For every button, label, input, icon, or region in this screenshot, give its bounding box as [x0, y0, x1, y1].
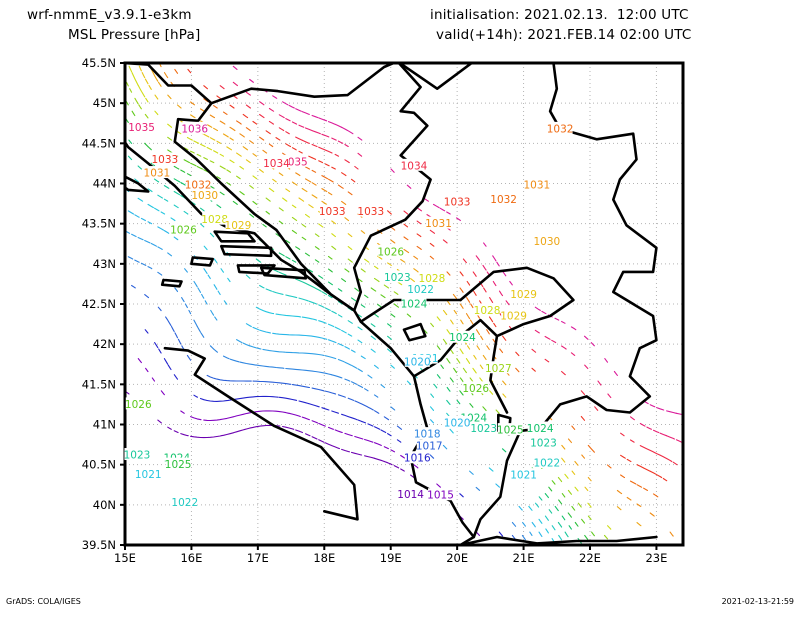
- contour-value-label: 1034: [263, 158, 290, 170]
- contour-value-label: 1034: [401, 160, 428, 172]
- x-tick-label: 18E: [313, 551, 335, 565]
- y-axis-ticks: 45.5N 45N 44.5N 44N 43.5N 43N 42.5N 42N 41.5N 41N…: [82, 56, 125, 552]
- contour-value-label: 1026: [125, 399, 152, 411]
- contour-value-label: 1029: [510, 289, 537, 301]
- contour-value-label: 1036: [181, 123, 208, 135]
- contour-value-label: 1033: [357, 206, 384, 218]
- contour-labels: 1035 103610331031103510341032103010281029…: [124, 120, 574, 509]
- contour-value-label: 1023: [124, 450, 151, 462]
- contour-value-label: 1026: [170, 225, 197, 237]
- y-tick-label: 44N: [93, 177, 116, 191]
- contour-value-label: 1028: [201, 214, 228, 226]
- x-tick-label: 15E: [114, 551, 136, 565]
- y-tick-label: 41.5N: [82, 377, 116, 391]
- contour-value-label: 1029: [500, 311, 527, 323]
- grid-lines: [125, 63, 683, 545]
- contour-value-label: 1027: [485, 363, 512, 375]
- contour-value-label: 1020: [404, 356, 431, 368]
- contour-value-label: 1023: [470, 423, 497, 435]
- y-tick-label: 43.5N: [82, 217, 116, 231]
- contour-value-label: 1032: [547, 123, 574, 135]
- contour-value-label: 1024: [527, 423, 554, 435]
- contour-value-label: 1024: [401, 299, 428, 311]
- contour-value-label: 1023: [384, 272, 411, 284]
- contour-value-label: 1032: [490, 194, 517, 206]
- x-tick-label: 16E: [180, 551, 202, 565]
- contour-value-label: 1022: [533, 458, 560, 470]
- y-tick-label: 43N: [93, 257, 116, 271]
- y-tick-label: 42N: [93, 337, 116, 351]
- y-tick-label: 40.5N: [82, 458, 116, 472]
- contour-value-label: 1021: [510, 470, 537, 482]
- contour-value-label: 1031: [144, 168, 171, 180]
- contour-value-label: 1029: [225, 220, 252, 232]
- contour-value-label: 1021: [135, 469, 162, 481]
- contour-value-label: 1028: [419, 273, 446, 285]
- x-tick-label: 23E: [645, 551, 667, 565]
- contour-value-label: 1024: [449, 332, 476, 344]
- contour-value-label: 1033: [444, 196, 471, 208]
- initialisation-time-label: initialisation: 2021.02.13. 12:00 UTC: [430, 7, 689, 23]
- contour-value-label: 1035: [128, 122, 155, 134]
- valid-time-label: valid(+14h): 2021.FEB.14 02:00 UTC: [436, 27, 692, 43]
- contour-value-label: 1026: [462, 383, 489, 395]
- contour-value-label: 1022: [171, 497, 198, 509]
- x-axis-ticks: 15E 16E 17E 18E 19E 20E 21E 22E 23E: [114, 545, 667, 565]
- contour-value-label: 1031: [425, 218, 452, 230]
- contour-value-label: 1030: [191, 190, 218, 202]
- contour-value-label: 1031: [523, 180, 550, 192]
- x-tick-label: 22E: [579, 551, 601, 565]
- y-tick-label: 44.5N: [82, 136, 116, 150]
- grads-credit-label: GrADS: COLA/IGES: [6, 597, 81, 606]
- y-tick-label: 45.5N: [82, 56, 116, 70]
- x-tick-label: 17E: [247, 551, 269, 565]
- y-tick-label: 42.5N: [82, 297, 116, 311]
- y-tick-label: 41N: [93, 418, 116, 432]
- contour-value-label: 1014: [397, 489, 424, 501]
- contour-value-label: 1017: [416, 441, 443, 453]
- contour-value-label: 1033: [151, 154, 178, 166]
- model-name-label: wrf-nmmE_v3.9.1-e3km: [27, 7, 192, 23]
- x-tick-label: 19E: [380, 551, 402, 565]
- contour-value-label: 1016: [404, 453, 431, 465]
- contour-value-label: 1025: [497, 425, 524, 437]
- contour-value-label: 1015: [427, 490, 454, 502]
- contour-value-label: 1025: [165, 459, 192, 471]
- render-timestamp: 2021-02-13-21:59: [721, 597, 794, 606]
- contour-value-label: 1020: [444, 417, 471, 429]
- contour-value-label: 1028: [474, 305, 501, 317]
- contour-value-label: 1022: [407, 284, 434, 296]
- contour-value-label: 1026: [377, 246, 404, 258]
- contour-value-label: 1023: [530, 437, 557, 449]
- y-tick-label: 40N: [93, 498, 116, 512]
- x-tick-label: 20E: [446, 551, 468, 565]
- x-tick-label: 21E: [513, 551, 535, 565]
- contour-value-label: 1030: [533, 236, 560, 248]
- contour-value-label: 1033: [319, 206, 346, 218]
- y-tick-label: 45N: [93, 96, 116, 110]
- field-name-label: MSL Pressure [hPa]: [68, 27, 201, 43]
- y-tick-label: 39.5N: [82, 538, 116, 552]
- contour-value-label: 1018: [414, 429, 441, 441]
